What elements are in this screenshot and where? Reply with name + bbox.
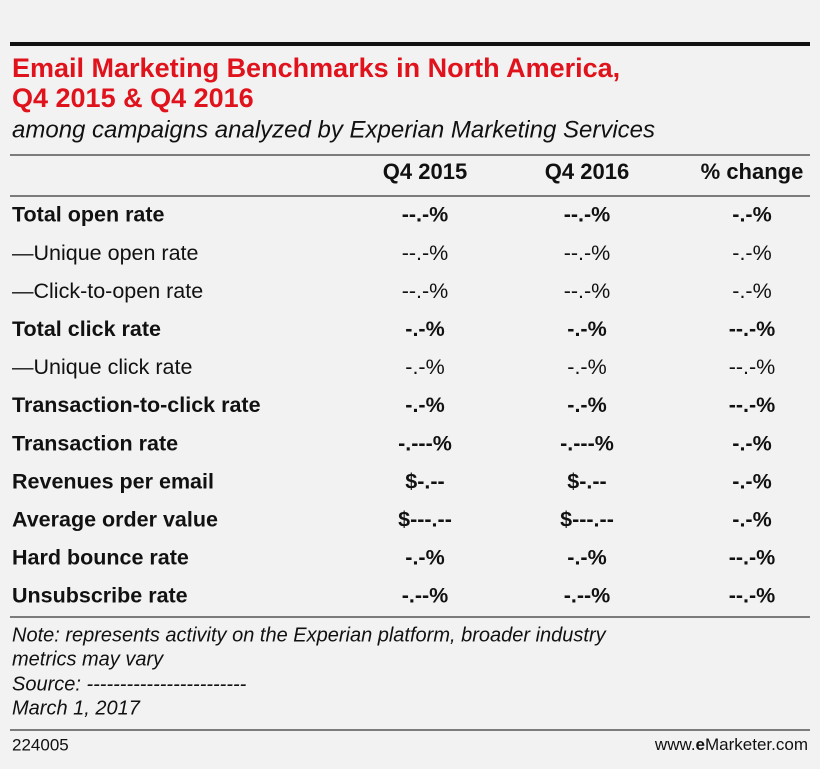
cell: --.-% [729, 317, 776, 341]
cell: -.-% [567, 317, 606, 341]
row-label: Average order value [12, 507, 218, 531]
cell: -.-% [567, 393, 606, 417]
top-rule [10, 42, 810, 46]
cell: -.-% [567, 546, 606, 570]
cell: -.-% [405, 546, 444, 570]
cell: -.--% [564, 584, 611, 608]
cell: -.---% [560, 431, 614, 455]
column-header: % change [701, 159, 804, 184]
cell: $---.-- [560, 507, 614, 531]
cell: $-.-- [567, 469, 606, 493]
row-label: Revenues per email [12, 469, 214, 493]
site-suffix: Marketer.com [705, 735, 808, 754]
cell: -.-% [405, 393, 444, 417]
cell: --.-% [564, 241, 611, 265]
cell: --.-% [729, 355, 776, 379]
cell: --.-% [564, 279, 611, 303]
cell: --.-% [402, 203, 449, 227]
title-line: Email Marketing Benchmarks in North Amer… [12, 53, 620, 83]
cell: -.-% [732, 469, 771, 493]
chart-id: 224005 [12, 735, 69, 754]
cell: --.-% [564, 203, 611, 227]
cell: -.-% [732, 279, 771, 303]
cell: -.-% [405, 355, 444, 379]
site-brand: e [696, 735, 705, 754]
cell: -.-% [732, 203, 771, 227]
row-label: —Click-to-open rate [12, 279, 203, 303]
cell: -.--% [402, 584, 449, 608]
cell: -.-% [567, 355, 606, 379]
cell: -.-% [732, 241, 771, 265]
row-label: Transaction rate [12, 431, 178, 455]
row-label: Total click rate [12, 317, 161, 341]
note-line: March 1, 2017 [12, 697, 141, 719]
note-line: Note: represents activity on the Experia… [12, 624, 607, 646]
subtitle: among campaigns analyzed by Experian Mar… [12, 116, 655, 143]
cell: --.-% [729, 584, 776, 608]
cell: --.-% [729, 546, 776, 570]
cell: -.-% [732, 507, 771, 531]
note-line: Source: ------------------------ [12, 673, 247, 695]
cell: $---.-- [398, 507, 452, 531]
site: www.eMarketer.com [654, 735, 808, 754]
row-label: —Unique open rate [12, 241, 198, 265]
cell: --.-% [402, 241, 449, 265]
column-header: Q4 2015 [383, 159, 467, 184]
note-line: metrics may vary [12, 648, 164, 670]
cell: --.-% [402, 279, 449, 303]
cell: -.---% [398, 431, 452, 455]
title-line: Q4 2015 & Q4 2016 [12, 83, 254, 113]
row-label: Total open rate [12, 203, 165, 227]
row-label: Hard bounce rate [12, 546, 189, 570]
cell: --.-% [729, 393, 776, 417]
cell: -.-% [732, 431, 771, 455]
row-label: Unsubscribe rate [12, 584, 188, 608]
row-label: —Unique click rate [12, 355, 192, 379]
column-header: Q4 2016 [545, 159, 629, 184]
site-prefix: www. [654, 735, 696, 754]
row-label: Transaction-to-click rate [12, 393, 261, 417]
cell: $-.-- [405, 469, 444, 493]
cell: -.-% [405, 317, 444, 341]
